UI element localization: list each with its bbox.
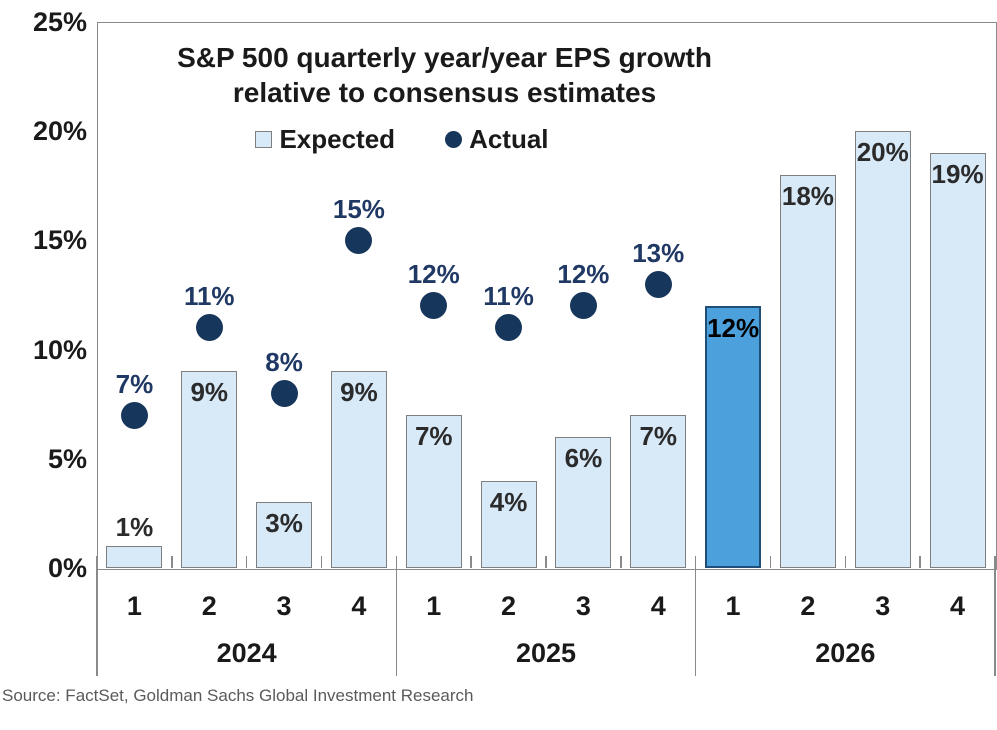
expected-square-icon (255, 131, 273, 148)
actual-dot-label: 13% (632, 237, 685, 268)
actual-dot-label: 15% (332, 193, 385, 224)
y-tick-label: 10% (32, 334, 87, 365)
actual-dot-label: 7% (115, 368, 154, 399)
quarter-label: 3 (575, 591, 591, 621)
y-tick-label: 15% (32, 225, 87, 256)
bar: 20% (854, 131, 911, 568)
y-tick-label: 5% (47, 443, 87, 474)
bar: 12% (705, 305, 762, 568)
actual-dot (195, 314, 223, 342)
bar-label: 12% (707, 312, 760, 343)
bar-label: 4% (489, 486, 528, 517)
axis-tick (994, 556, 996, 568)
axis-tick (844, 556, 847, 568)
actual-dot-label: 11% (183, 281, 235, 312)
axis-tick (769, 556, 772, 568)
axis-tick (395, 556, 398, 568)
actual-dot (644, 270, 672, 298)
year-divider (994, 568, 996, 676)
year-divider (694, 568, 697, 676)
actual-dot-label: 12% (407, 259, 460, 290)
quarter-label: 2 (800, 591, 816, 621)
axis-tick (919, 556, 921, 568)
legend-label-actual: Actual (469, 124, 549, 154)
axis-tick (694, 556, 697, 568)
bar-label: 3% (265, 508, 303, 539)
y-tick-label: 20% (32, 116, 87, 147)
bar-label: 18% (781, 180, 834, 211)
legend-item-actual: Actual (445, 124, 549, 155)
chart-title-line2: relative to consensus estimates (232, 77, 657, 108)
axis-tick (620, 556, 622, 568)
plot-area (97, 22, 997, 570)
bar: 6% (555, 436, 612, 568)
bar: 4% (480, 480, 537, 568)
bar-label: 19% (931, 159, 984, 190)
quarter-label: 1 (725, 591, 741, 621)
axis-tick (320, 556, 323, 568)
axis-tick (96, 556, 98, 568)
quarter-label: 4 (950, 591, 966, 621)
year-label: 2026 (815, 638, 876, 668)
bar (106, 546, 163, 568)
chart-title: S&P 500 quarterly year/year EPS growth r… (97, 40, 792, 110)
actual-dot-icon (445, 131, 463, 148)
source-note: Source: FactSet, Goldman Sachs Global In… (2, 686, 474, 705)
legend: Expected Actual (97, 124, 707, 155)
bar: 9% (181, 371, 238, 568)
bar: 7% (405, 415, 462, 568)
axis-tick (470, 556, 472, 568)
actual-dot (270, 379, 298, 407)
y-tick-label: 0% (47, 553, 87, 583)
actual-dot (569, 292, 597, 320)
bar-label: 7% (414, 421, 453, 452)
axis-tick (545, 556, 547, 568)
legend-label-expected: Expected (279, 124, 396, 154)
bar-label: 6% (564, 442, 603, 473)
actual-dot (420, 292, 448, 320)
bar: 19% (929, 153, 986, 568)
actual-dot (345, 226, 373, 254)
axis-tick (245, 556, 248, 568)
actual-dot-label: 11% (483, 281, 534, 312)
bar: 9% (330, 371, 387, 568)
bar-label: 9% (340, 377, 378, 408)
actual-dot-label: 12% (557, 259, 610, 290)
year-divider (395, 568, 398, 676)
legend-item-expected: Expected (255, 124, 395, 155)
bar: 7% (630, 415, 687, 568)
year-label: 2024 (216, 638, 277, 668)
actual-dot (120, 401, 148, 429)
year-divider (96, 568, 98, 676)
bar: 18% (779, 174, 836, 568)
actual-dot (495, 314, 523, 342)
axis-tick (171, 556, 173, 568)
chart-title-line1: S&P 500 quarterly year/year EPS growth (177, 42, 712, 73)
bar-label: 20% (856, 137, 909, 168)
year-label: 2025 (515, 638, 577, 668)
quarter-label: 3 (276, 591, 292, 621)
quarter-label: 2 (501, 591, 517, 621)
quarter-label: 2 (201, 591, 217, 621)
bar: 3% (256, 502, 313, 568)
bar-label: 7% (639, 421, 678, 452)
bar-label: 9% (190, 377, 229, 408)
quarter-label: 4 (351, 591, 367, 621)
quarter-label: 3 (875, 591, 891, 621)
actual-dot-label: 8% (265, 346, 303, 377)
y-tick-label: 25% (32, 7, 87, 37)
quarter-label: 1 (426, 591, 442, 621)
quarter-label: 4 (650, 591, 666, 621)
quarter-label: 1 (126, 591, 142, 621)
bar-label: 1% (115, 512, 154, 543)
